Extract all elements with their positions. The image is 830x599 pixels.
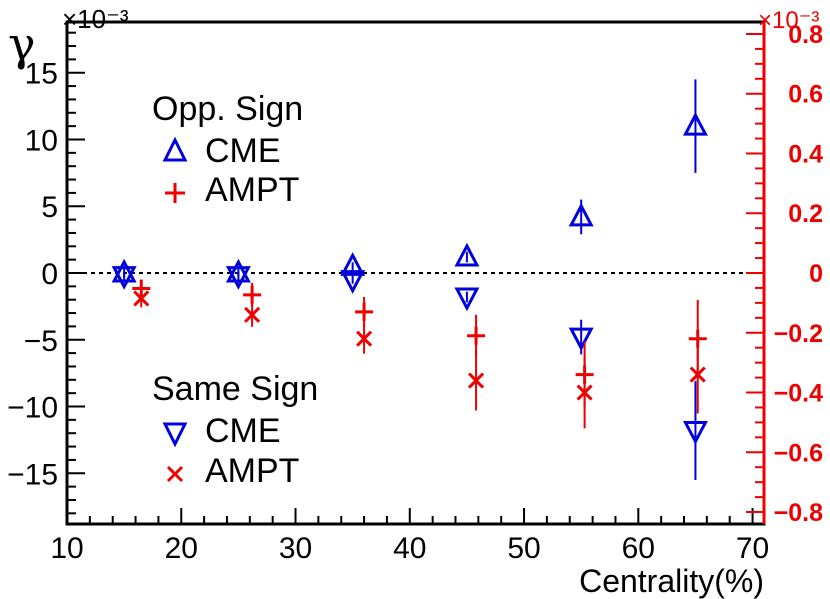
y-tick-label: −15 xyxy=(7,458,58,491)
legend-cme-same-marker xyxy=(162,422,188,448)
y-tick-label: 15 xyxy=(25,58,58,91)
data-point xyxy=(225,266,251,290)
data-point xyxy=(243,285,262,304)
y2-tick-label: 0.8 xyxy=(788,21,823,49)
y-multiplier: ×10⁻³ xyxy=(62,4,129,34)
x-tick-label: 60 xyxy=(622,532,655,565)
x-axis-ticks: 10 20 30 40 50 60 70 xyxy=(50,508,769,565)
data-point xyxy=(340,252,366,276)
legend: Opp. Sign CME AMPT Same Sign CME AMPT xyxy=(152,90,318,490)
y2-multiplier: ×10⁻³ xyxy=(758,7,819,34)
legend-cme-opp-marker xyxy=(162,136,188,162)
y2-tick-label: −0.4 xyxy=(774,380,823,408)
data-point xyxy=(682,421,708,445)
y2-tick-label: 0.4 xyxy=(788,140,823,168)
y-axis-ticks: 15 10 5 0 −5 −10 −15 xyxy=(7,31,85,515)
y2-tick-label: −0.6 xyxy=(774,439,823,467)
data-point xyxy=(568,202,594,227)
x-tick-label: 50 xyxy=(507,532,540,565)
y-tick-label: 5 xyxy=(41,191,58,224)
y2-tick-label: 0.2 xyxy=(788,200,823,228)
data-point xyxy=(356,330,373,347)
data-point xyxy=(467,326,486,345)
legend-cme-same-label: CME xyxy=(205,412,281,450)
legend-opp-heading: Opp. Sign xyxy=(152,90,303,128)
y-tick-label: 10 xyxy=(25,124,58,157)
y2-tick-label: −0.8 xyxy=(774,499,823,527)
legend-ampt-same-marker xyxy=(166,465,184,483)
x-tick-label: 70 xyxy=(736,532,769,565)
data-point xyxy=(576,384,593,401)
x-tick-label: 20 xyxy=(165,532,198,565)
data-point xyxy=(111,258,137,283)
x-tick-label: 40 xyxy=(393,532,426,565)
y-tick-label: −5 xyxy=(24,325,58,358)
legend-ampt-opp-label: AMPT xyxy=(205,171,299,209)
legend-ampt-opp-marker xyxy=(165,183,185,203)
y-tick-label: −10 xyxy=(7,392,58,425)
data-point xyxy=(454,242,480,267)
x-tick-label: 30 xyxy=(279,532,312,565)
data-point xyxy=(454,287,480,312)
data-point xyxy=(244,306,261,323)
data-point xyxy=(225,258,251,283)
data-series xyxy=(111,79,708,480)
legend-ampt-same-label: AMPT xyxy=(205,452,299,490)
data-point xyxy=(133,290,150,307)
x-axis-title: Centrality(%) xyxy=(579,563,764,599)
y-axis-title: γ xyxy=(8,17,36,71)
data-point xyxy=(568,327,594,352)
legend-same-heading: Same Sign xyxy=(152,370,318,408)
y2-axis-ticks: 0.8 0.6 0.4 0.2 0 −0.2 −0.4 −0.6 −0.8 xyxy=(746,21,823,527)
data-point xyxy=(111,266,137,290)
data-point xyxy=(467,372,485,389)
y2-tick-label: 0.6 xyxy=(788,81,823,109)
data-point xyxy=(355,302,374,321)
y-tick-label: 0 xyxy=(41,258,58,291)
data-point xyxy=(689,366,706,383)
x-tick-label: 10 xyxy=(50,532,83,565)
data-point xyxy=(682,111,708,136)
legend-cme-opp-label: CME xyxy=(205,132,281,170)
y2-tick-label: −0.2 xyxy=(774,320,823,348)
y2-tick-label: 0 xyxy=(809,260,823,288)
data-point xyxy=(340,270,366,294)
